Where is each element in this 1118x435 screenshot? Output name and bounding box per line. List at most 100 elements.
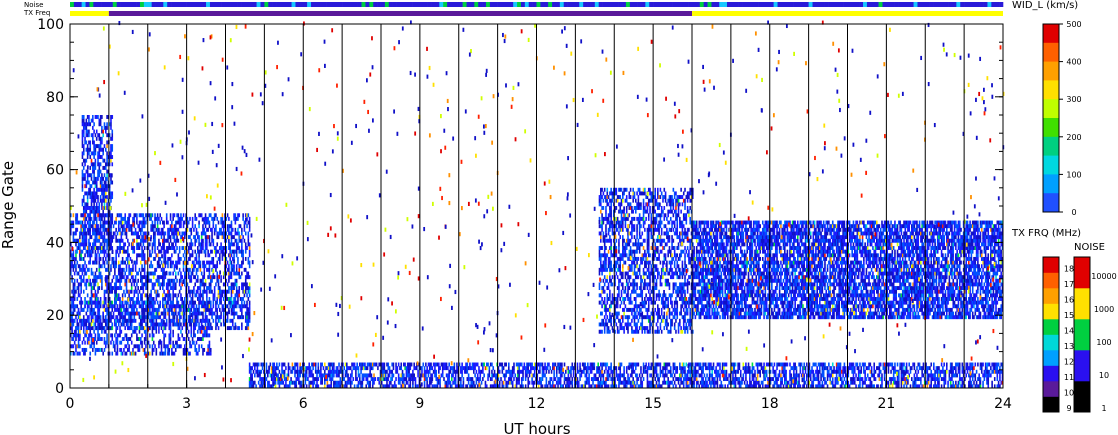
data-cell — [618, 289, 620, 294]
data-cell — [94, 213, 97, 218]
data-cell — [101, 278, 103, 283]
data-cell — [675, 209, 677, 214]
data-cell — [194, 315, 196, 320]
data-cell — [194, 318, 196, 323]
data-cell — [222, 318, 225, 323]
data-cell — [94, 249, 97, 254]
data-cell — [663, 315, 666, 320]
data-cell — [121, 315, 124, 320]
data-cell — [239, 315, 242, 320]
data-cell — [137, 344, 139, 349]
data-cell — [168, 333, 171, 338]
data-cell — [620, 209, 623, 214]
data-cell — [644, 271, 646, 276]
data-cell — [97, 187, 99, 192]
data-cell — [638, 224, 641, 229]
data-cell — [110, 326, 112, 331]
data-cell — [622, 256, 624, 261]
data-cell — [658, 231, 660, 236]
data-cell — [129, 289, 132, 294]
data-cell — [90, 162, 93, 167]
data-cell — [93, 173, 95, 178]
data-cell — [636, 191, 638, 196]
data-cell — [158, 329, 160, 334]
data-cell — [141, 227, 143, 232]
data-cell — [191, 220, 194, 225]
data-cell — [673, 253, 676, 258]
data-cell — [102, 133, 104, 138]
data-cell — [82, 256, 85, 261]
data-cell — [117, 246, 120, 250]
data-cell — [191, 340, 194, 345]
data-cell — [644, 187, 646, 192]
data-cell — [95, 195, 98, 200]
noise-bar-segment — [244, 2, 250, 7]
data-cell — [128, 326, 130, 331]
data-cell — [151, 213, 154, 218]
data-cell — [189, 227, 191, 232]
noise-bar-segment — [758, 2, 763, 7]
data-cell — [142, 224, 145, 229]
data-cell — [247, 231, 250, 236]
data-cell — [133, 351, 136, 356]
data-cell — [671, 220, 673, 225]
data-cell — [110, 115, 112, 119]
data-cell — [172, 315, 174, 320]
data-cell — [106, 267, 108, 272]
data-cell — [193, 307, 195, 312]
data-cell — [195, 347, 198, 352]
data-cell — [241, 231, 243, 236]
data-cell — [614, 278, 616, 283]
data-cell — [598, 322, 601, 327]
data-cell — [133, 220, 136, 225]
data-cell — [234, 322, 237, 327]
data-cell — [167, 297, 169, 301]
data-cell — [70, 227, 72, 232]
data-cell — [634, 322, 637, 327]
data-cell — [602, 216, 605, 221]
noise-bar-segment — [128, 2, 133, 7]
data-cell — [124, 293, 127, 298]
data-cell — [248, 249, 251, 254]
data-cell — [677, 242, 680, 247]
data-cell — [213, 293, 216, 298]
data-cell — [76, 216, 79, 221]
data-cell — [622, 253, 624, 258]
data-cell — [95, 209, 98, 214]
data-cell — [633, 191, 636, 196]
data-cell — [615, 206, 618, 210]
data-cell — [95, 115, 98, 119]
data-cell — [162, 271, 164, 276]
data-cell — [611, 267, 614, 272]
data-cell — [84, 231, 86, 236]
data-cell — [76, 322, 79, 327]
data-cell — [164, 322, 167, 327]
data-cell — [168, 242, 171, 247]
data-cell — [97, 286, 99, 291]
data-cell — [649, 191, 651, 196]
data-cell — [167, 286, 169, 291]
data-cell — [101, 155, 103, 159]
data-cell — [119, 249, 121, 254]
data-cell — [80, 307, 82, 312]
data-cell — [173, 282, 176, 287]
data-cell — [116, 278, 119, 283]
data-cell — [98, 246, 101, 250]
data-cell — [198, 304, 200, 309]
data-cell — [248, 307, 251, 312]
data-cell — [618, 187, 620, 192]
data-cell — [189, 344, 191, 349]
data-cell — [609, 213, 611, 218]
data-cell — [79, 282, 81, 287]
data-cell — [679, 286, 681, 291]
data-cell — [99, 322, 102, 327]
noise-bar-segment — [384, 2, 390, 7]
data-cell — [599, 267, 602, 272]
data-cell — [111, 195, 114, 200]
data-cell — [655, 264, 658, 269]
data-cell — [88, 333, 90, 338]
data-cell — [623, 249, 625, 254]
data-cell — [81, 173, 84, 178]
data-cell — [104, 227, 107, 232]
data-cell — [206, 307, 208, 312]
